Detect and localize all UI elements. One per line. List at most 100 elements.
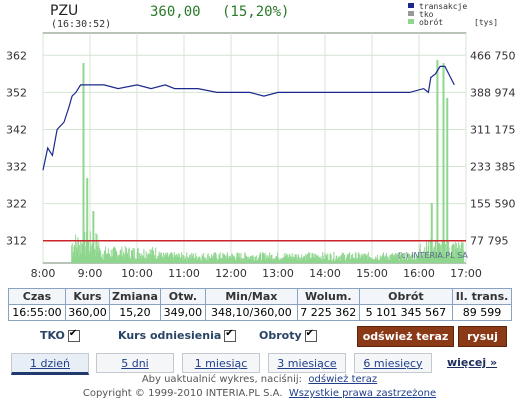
turnover-bar (310, 258, 312, 263)
tab-1-day[interactable]: 1 dzień (11, 353, 89, 375)
turnover-bar (184, 256, 186, 263)
turnover-bar (299, 257, 301, 263)
turnover-bar (97, 252, 99, 263)
turnover-bar (266, 260, 268, 263)
turnover-bar (286, 257, 288, 263)
turnover-bar (112, 247, 114, 263)
turnover-bar (364, 253, 366, 263)
turnover-bar (393, 255, 395, 263)
turnover-bar (451, 244, 453, 263)
turnover-bar (225, 255, 227, 263)
turnover-bar (124, 258, 126, 263)
turnover-bar (439, 245, 441, 263)
turnover-bar (192, 257, 194, 263)
turnover-bar (424, 258, 426, 263)
turnover-bar (155, 258, 157, 263)
turnover-bar (332, 259, 334, 263)
turnover-bar (350, 254, 352, 263)
turnover-bar (328, 259, 330, 263)
turnover-bar (205, 260, 207, 263)
turnover-bar (217, 259, 219, 263)
turnover-bar (199, 258, 201, 263)
turnover-bar (455, 243, 457, 263)
turnover-bar (171, 252, 173, 263)
turnover-bar (162, 259, 164, 263)
rights-link[interactable]: Wszystkie prawa zastrzeżone (288, 388, 437, 399)
turnover-bar (168, 254, 170, 263)
turnover-bar (406, 259, 408, 263)
turnover-bar (403, 255, 405, 263)
chart-symbol: PZU (50, 3, 78, 19)
more-periods-link[interactable]: więcej » (447, 356, 498, 369)
turnover-bar (94, 249, 96, 263)
turnover-bar (382, 253, 384, 263)
stats-header-iltrans: Il. trans. (452, 288, 512, 305)
turnover-bar (363, 253, 365, 263)
kurs-odniesienia-checkbox[interactable] (224, 328, 237, 342)
tab-6-months[interactable]: 6 miesięcy (354, 353, 432, 373)
turnover-bar (385, 252, 387, 263)
turnover-bar (200, 260, 202, 263)
turnover-bar (448, 247, 450, 263)
legend-label-tko: tko (419, 10, 434, 19)
turnover-bar (123, 253, 125, 263)
stats-header-czas: Czas (8, 288, 66, 305)
turnover-bar (135, 258, 137, 263)
x-tick: 14:00 (309, 267, 341, 280)
refresh-hint-text: Aby uaktualnić wykres, naciśnij: (141, 374, 303, 385)
tab-1-month[interactable]: 1 miesiąc (182, 353, 260, 373)
turnover-bar (335, 258, 337, 263)
chart-grid (42, 33, 467, 263)
turnover-bar (428, 241, 430, 263)
turnover-bar (211, 254, 213, 263)
turnover-bar (265, 260, 267, 263)
turnover-bar (113, 246, 115, 263)
turnover-bar (236, 252, 238, 263)
refresh-button[interactable]: odśwież teraz (357, 326, 454, 347)
turnover-bar (290, 255, 292, 263)
turnover-bar (221, 259, 223, 263)
turnover-bar (315, 253, 317, 263)
turnover-bar (153, 256, 155, 263)
turnover-bar (216, 260, 218, 263)
turnover-bar (454, 256, 456, 263)
turnover-bar (231, 254, 233, 263)
turnover-bar (295, 259, 297, 263)
turnover-bar (417, 257, 419, 263)
turnover-bar (362, 255, 364, 263)
turnover-bar (276, 256, 278, 263)
tab-3-months[interactable]: 3 miesiące (268, 353, 346, 373)
turnover-bar (374, 259, 376, 263)
turnover-bar (275, 256, 277, 263)
tko-checkbox[interactable] (67, 328, 80, 342)
turnover-bar (91, 243, 93, 263)
turnover-bar (336, 255, 338, 263)
refresh-hint-link[interactable]: odśwież teraz (308, 374, 378, 385)
obroty-checkbox[interactable] (304, 328, 317, 342)
turnover-bar (327, 260, 329, 263)
turnover-bar (365, 254, 367, 263)
turnover-bar (252, 256, 254, 263)
draw-button[interactable]: rysuj (458, 326, 507, 347)
turnover-bar (460, 243, 462, 263)
tab-5-days[interactable]: 5 dni (96, 353, 174, 373)
turnover-bar (301, 258, 303, 263)
turnover-bar (246, 256, 248, 263)
turnover-bar (268, 257, 270, 263)
turnover-bar (151, 246, 153, 263)
turnover-bar (172, 257, 174, 263)
turnover-bar (284, 256, 286, 263)
turnover-spike (92, 211, 95, 263)
obroty-label: Obroty (259, 329, 302, 342)
turnover-bar (146, 258, 148, 263)
turnover-bar (233, 255, 235, 263)
y-right-tick: 233 385 (470, 161, 516, 174)
turnover-bar (312, 253, 314, 263)
turnover-bar (329, 254, 331, 263)
turnover-bar (312, 254, 314, 263)
turnover-bar (205, 257, 207, 263)
turnover-bar (296, 260, 298, 263)
legend-label-transakcje: transakcje (419, 2, 467, 11)
turnover-bar (139, 259, 141, 263)
turnover-bar (108, 253, 110, 263)
